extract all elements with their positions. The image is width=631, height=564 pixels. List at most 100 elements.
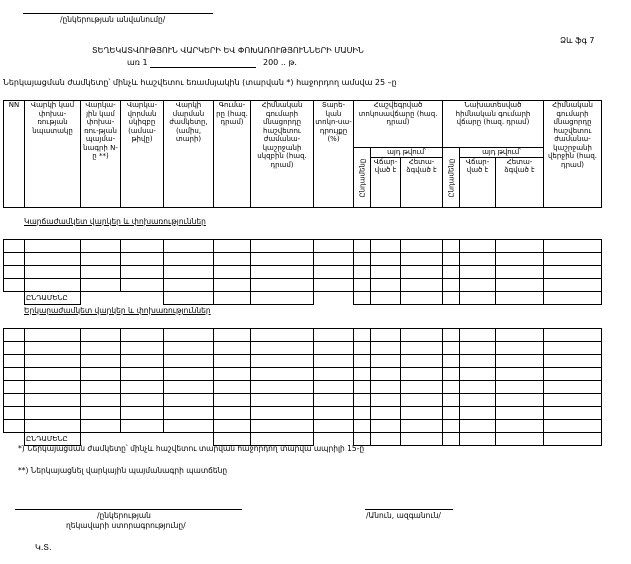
table-cell[interactable]	[213, 380, 251, 394]
table-cell[interactable]	[163, 252, 214, 266]
table-cell[interactable]	[3, 239, 25, 253]
table-cell[interactable]	[459, 265, 496, 279]
table-cell[interactable]	[24, 341, 81, 355]
table-cell[interactable]	[442, 278, 460, 292]
table-cell[interactable]	[353, 328, 371, 342]
table-cell[interactable]	[120, 354, 164, 368]
table-cell[interactable]	[80, 406, 121, 420]
table-cell[interactable]	[400, 393, 443, 407]
table-cell[interactable]	[495, 278, 544, 292]
table-cell[interactable]	[442, 367, 460, 381]
head-signature-line[interactable]	[15, 509, 242, 510]
table-cell[interactable]	[353, 354, 371, 368]
table-cell[interactable]	[3, 252, 25, 266]
table-cell[interactable]	[24, 393, 81, 407]
table-cell[interactable]	[495, 367, 544, 381]
table-cell[interactable]	[24, 380, 81, 394]
total-cell[interactable]	[353, 291, 371, 305]
table-cell[interactable]	[353, 252, 371, 266]
total-cell[interactable]	[400, 432, 443, 446]
table-cell[interactable]	[163, 265, 214, 279]
table-cell[interactable]	[459, 341, 496, 355]
table-cell[interactable]	[543, 328, 602, 342]
total-cell[interactable]	[442, 291, 460, 305]
table-cell[interactable]	[313, 265, 354, 279]
table-cell[interactable]	[213, 393, 251, 407]
table-cell[interactable]	[459, 354, 496, 368]
total-cell[interactable]	[400, 291, 443, 305]
table-cell[interactable]	[163, 354, 214, 368]
table-cell[interactable]	[213, 239, 251, 253]
table-cell[interactable]	[353, 239, 371, 253]
table-cell[interactable]	[442, 393, 460, 407]
table-cell[interactable]	[543, 341, 602, 355]
table-cell[interactable]	[442, 419, 460, 433]
table-cell[interactable]	[313, 419, 354, 433]
total-cell[interactable]	[250, 432, 314, 446]
table-cell[interactable]	[213, 265, 251, 279]
table-cell[interactable]	[120, 239, 164, 253]
table-cell[interactable]	[495, 341, 544, 355]
table-cell[interactable]	[120, 406, 164, 420]
table-cell[interactable]	[400, 380, 443, 394]
table-cell[interactable]	[313, 380, 354, 394]
table-cell[interactable]	[120, 419, 164, 433]
table-cell[interactable]	[543, 278, 602, 292]
table-cell[interactable]	[442, 406, 460, 420]
table-cell[interactable]	[459, 393, 496, 407]
table-cell[interactable]	[24, 328, 81, 342]
table-cell[interactable]	[163, 393, 214, 407]
table-cell[interactable]	[213, 406, 251, 420]
table-cell[interactable]	[24, 406, 81, 420]
table-cell[interactable]	[370, 354, 401, 368]
table-cell[interactable]	[213, 341, 251, 355]
table-cell[interactable]	[163, 341, 214, 355]
table-cell[interactable]	[24, 239, 81, 253]
table-cell[interactable]	[495, 265, 544, 279]
table-cell[interactable]	[495, 328, 544, 342]
table-cell[interactable]	[370, 406, 401, 420]
table-cell[interactable]	[313, 278, 354, 292]
table-cell[interactable]	[353, 341, 371, 355]
table-cell[interactable]	[495, 406, 544, 420]
table-cell[interactable]	[3, 406, 25, 420]
table-cell[interactable]	[24, 252, 81, 266]
table-cell[interactable]	[543, 367, 602, 381]
table-cell[interactable]	[120, 265, 164, 279]
table-cell[interactable]	[250, 278, 314, 292]
table-cell[interactable]	[80, 354, 121, 368]
table-cell[interactable]	[543, 354, 602, 368]
total-cell[interactable]	[543, 432, 602, 446]
table-cell[interactable]	[442, 328, 460, 342]
table-cell[interactable]	[250, 419, 314, 433]
table-cell[interactable]	[370, 265, 401, 279]
total-cell[interactable]	[495, 291, 544, 305]
table-cell[interactable]	[120, 393, 164, 407]
table-cell[interactable]	[442, 265, 460, 279]
table-cell[interactable]	[250, 265, 314, 279]
table-cell[interactable]	[313, 367, 354, 381]
table-cell[interactable]	[459, 380, 496, 394]
table-cell[interactable]	[543, 252, 602, 266]
name-line[interactable]	[365, 509, 453, 510]
table-cell[interactable]	[250, 380, 314, 394]
table-cell[interactable]	[370, 239, 401, 253]
table-cell[interactable]	[250, 239, 314, 253]
table-cell[interactable]	[313, 239, 354, 253]
table-cell[interactable]	[3, 278, 25, 292]
table-cell[interactable]	[3, 341, 25, 355]
table-cell[interactable]	[250, 328, 314, 342]
table-cell[interactable]	[442, 239, 460, 253]
table-cell[interactable]	[163, 328, 214, 342]
table-cell[interactable]	[3, 367, 25, 381]
total-cell[interactable]	[442, 432, 460, 446]
total-cell[interactable]	[543, 291, 602, 305]
table-cell[interactable]	[163, 239, 214, 253]
table-cell[interactable]	[80, 367, 121, 381]
table-cell[interactable]	[3, 328, 25, 342]
table-cell[interactable]	[313, 393, 354, 407]
table-cell[interactable]	[370, 419, 401, 433]
table-cell[interactable]	[353, 367, 371, 381]
table-cell[interactable]	[120, 252, 164, 266]
table-cell[interactable]	[24, 265, 81, 279]
